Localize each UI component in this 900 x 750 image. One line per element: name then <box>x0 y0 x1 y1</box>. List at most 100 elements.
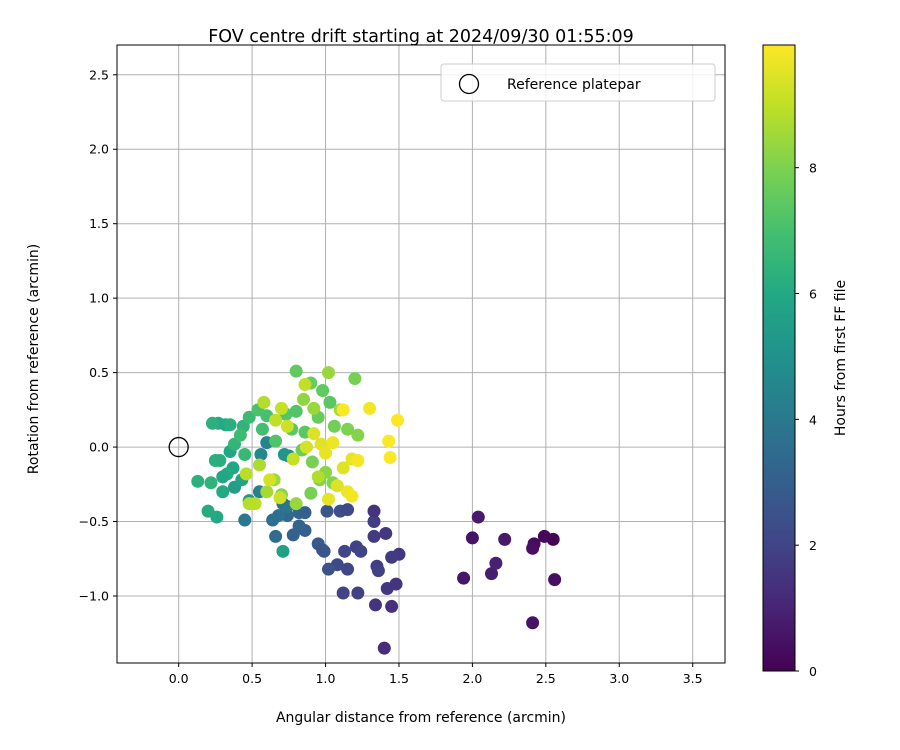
scatter-point <box>341 503 355 517</box>
scatter-point <box>345 489 359 503</box>
scatter-point <box>323 395 337 409</box>
x-tick-label: 3.0 <box>609 671 629 686</box>
scatter-point <box>354 544 368 558</box>
scatter-point <box>316 543 330 557</box>
scatter-point <box>208 453 222 467</box>
scatter-point <box>223 418 237 432</box>
scatter-point <box>489 556 503 570</box>
scatter-point <box>298 506 312 520</box>
scatter-point <box>371 564 385 578</box>
scatter-point <box>377 641 391 655</box>
scatter-point <box>307 401 321 415</box>
scatter-point <box>280 419 294 433</box>
scatter-point <box>389 577 403 591</box>
scatter-point <box>286 452 300 466</box>
reference-point <box>168 436 189 458</box>
colorbar-tick-label: 0 <box>809 664 817 679</box>
scatter-point <box>484 567 498 581</box>
reference-platepar-marker <box>168 436 189 458</box>
y-axis-ticks: −1.0 −0.5 0.0 0.5 1.0 1.5 2.0 2.5 <box>79 67 117 603</box>
scatter-point <box>341 562 355 576</box>
y-tick-label: 0.0 <box>89 440 109 455</box>
scatter-point <box>316 383 330 397</box>
scatter-point <box>248 497 262 511</box>
scatter-point <box>239 467 253 481</box>
scatter-point <box>216 470 230 484</box>
legend: Reference platepar <box>440 63 716 102</box>
colorbar-tick-label: 8 <box>809 161 817 176</box>
x-tick-label: 2.0 <box>462 671 482 686</box>
legend-reference-marker <box>458 73 480 95</box>
scatter-point <box>382 434 396 448</box>
chart-title: FOV centre drift starting at 2024/09/30 … <box>208 27 634 47</box>
scatter-point <box>201 504 215 518</box>
scatter-point <box>383 450 397 464</box>
y-tick-label: 2.0 <box>89 142 109 157</box>
scatter-point <box>304 486 318 500</box>
scatter-point <box>319 446 333 460</box>
scatter-points <box>191 364 562 655</box>
legend-entry-label: Reference platepar <box>507 77 641 93</box>
scatter-point <box>254 448 268 462</box>
scatter-point <box>289 364 303 378</box>
scatter-point <box>238 513 252 527</box>
grid-lines <box>117 45 725 663</box>
scatter-point <box>252 458 266 472</box>
scatter-point <box>257 395 271 409</box>
scatter-point <box>205 416 219 430</box>
colorbar-tick-label: 6 <box>809 287 817 302</box>
scatter-point <box>321 366 335 380</box>
colorbar-tick-label: 4 <box>809 412 817 427</box>
y-tick-label: 1.5 <box>89 216 109 231</box>
scatter-point <box>255 422 269 436</box>
scatter-point <box>537 529 551 543</box>
x-tick-label: 0.0 <box>169 671 189 686</box>
scatter-point <box>238 448 252 462</box>
scatter-point <box>526 616 540 630</box>
y-axis-label: Rotation from reference (arcmin) <box>26 244 42 474</box>
scatter-point <box>297 392 311 406</box>
x-tick-label: 2.5 <box>536 671 556 686</box>
colorbar-tick-label: 2 <box>809 538 817 553</box>
colorbar: 0 2 4 6 8 Hours from first FF file <box>762 44 849 679</box>
scatter-point <box>273 491 287 505</box>
y-tick-label: 0.5 <box>89 365 109 380</box>
scatter-point <box>548 573 562 587</box>
scatter-point <box>269 413 283 427</box>
scatter-point <box>216 485 230 499</box>
x-tick-label: 0.5 <box>242 671 262 686</box>
scatter-point <box>351 453 365 467</box>
scatter-point <box>336 586 350 600</box>
y-tick-label: −0.5 <box>79 514 109 529</box>
scatter-point <box>351 586 365 600</box>
scatter-point <box>385 599 399 613</box>
scatter-point <box>363 401 377 415</box>
scatter-point <box>274 401 288 415</box>
scatter-point <box>289 497 303 511</box>
scatter-point <box>385 550 399 564</box>
x-tick-label: 1.0 <box>316 671 336 686</box>
scatter-point <box>465 531 479 545</box>
scatter-point <box>305 455 319 469</box>
scatter-point <box>336 403 350 417</box>
scatter-point <box>307 427 321 441</box>
colorbar-ticks: 0 2 4 6 8 <box>795 161 817 679</box>
scatter-point <box>289 404 303 418</box>
colorbar-gradient <box>762 44 796 672</box>
scatter-point <box>367 529 381 543</box>
scatter-point <box>367 515 381 529</box>
scatter-point <box>368 598 382 612</box>
scatter-point <box>379 526 393 540</box>
y-tick-label: 1.0 <box>89 291 109 306</box>
scatter-point <box>367 504 381 518</box>
y-tick-label: 2.5 <box>89 67 109 82</box>
legend-box <box>440 63 716 102</box>
plot-frame <box>116 44 726 664</box>
scatter-point <box>263 473 277 487</box>
scatter-point <box>498 532 512 546</box>
scatter-point <box>391 413 405 427</box>
scatter-point <box>269 434 283 448</box>
scatter-point <box>330 479 344 493</box>
y-tick-label: −1.0 <box>79 588 109 603</box>
